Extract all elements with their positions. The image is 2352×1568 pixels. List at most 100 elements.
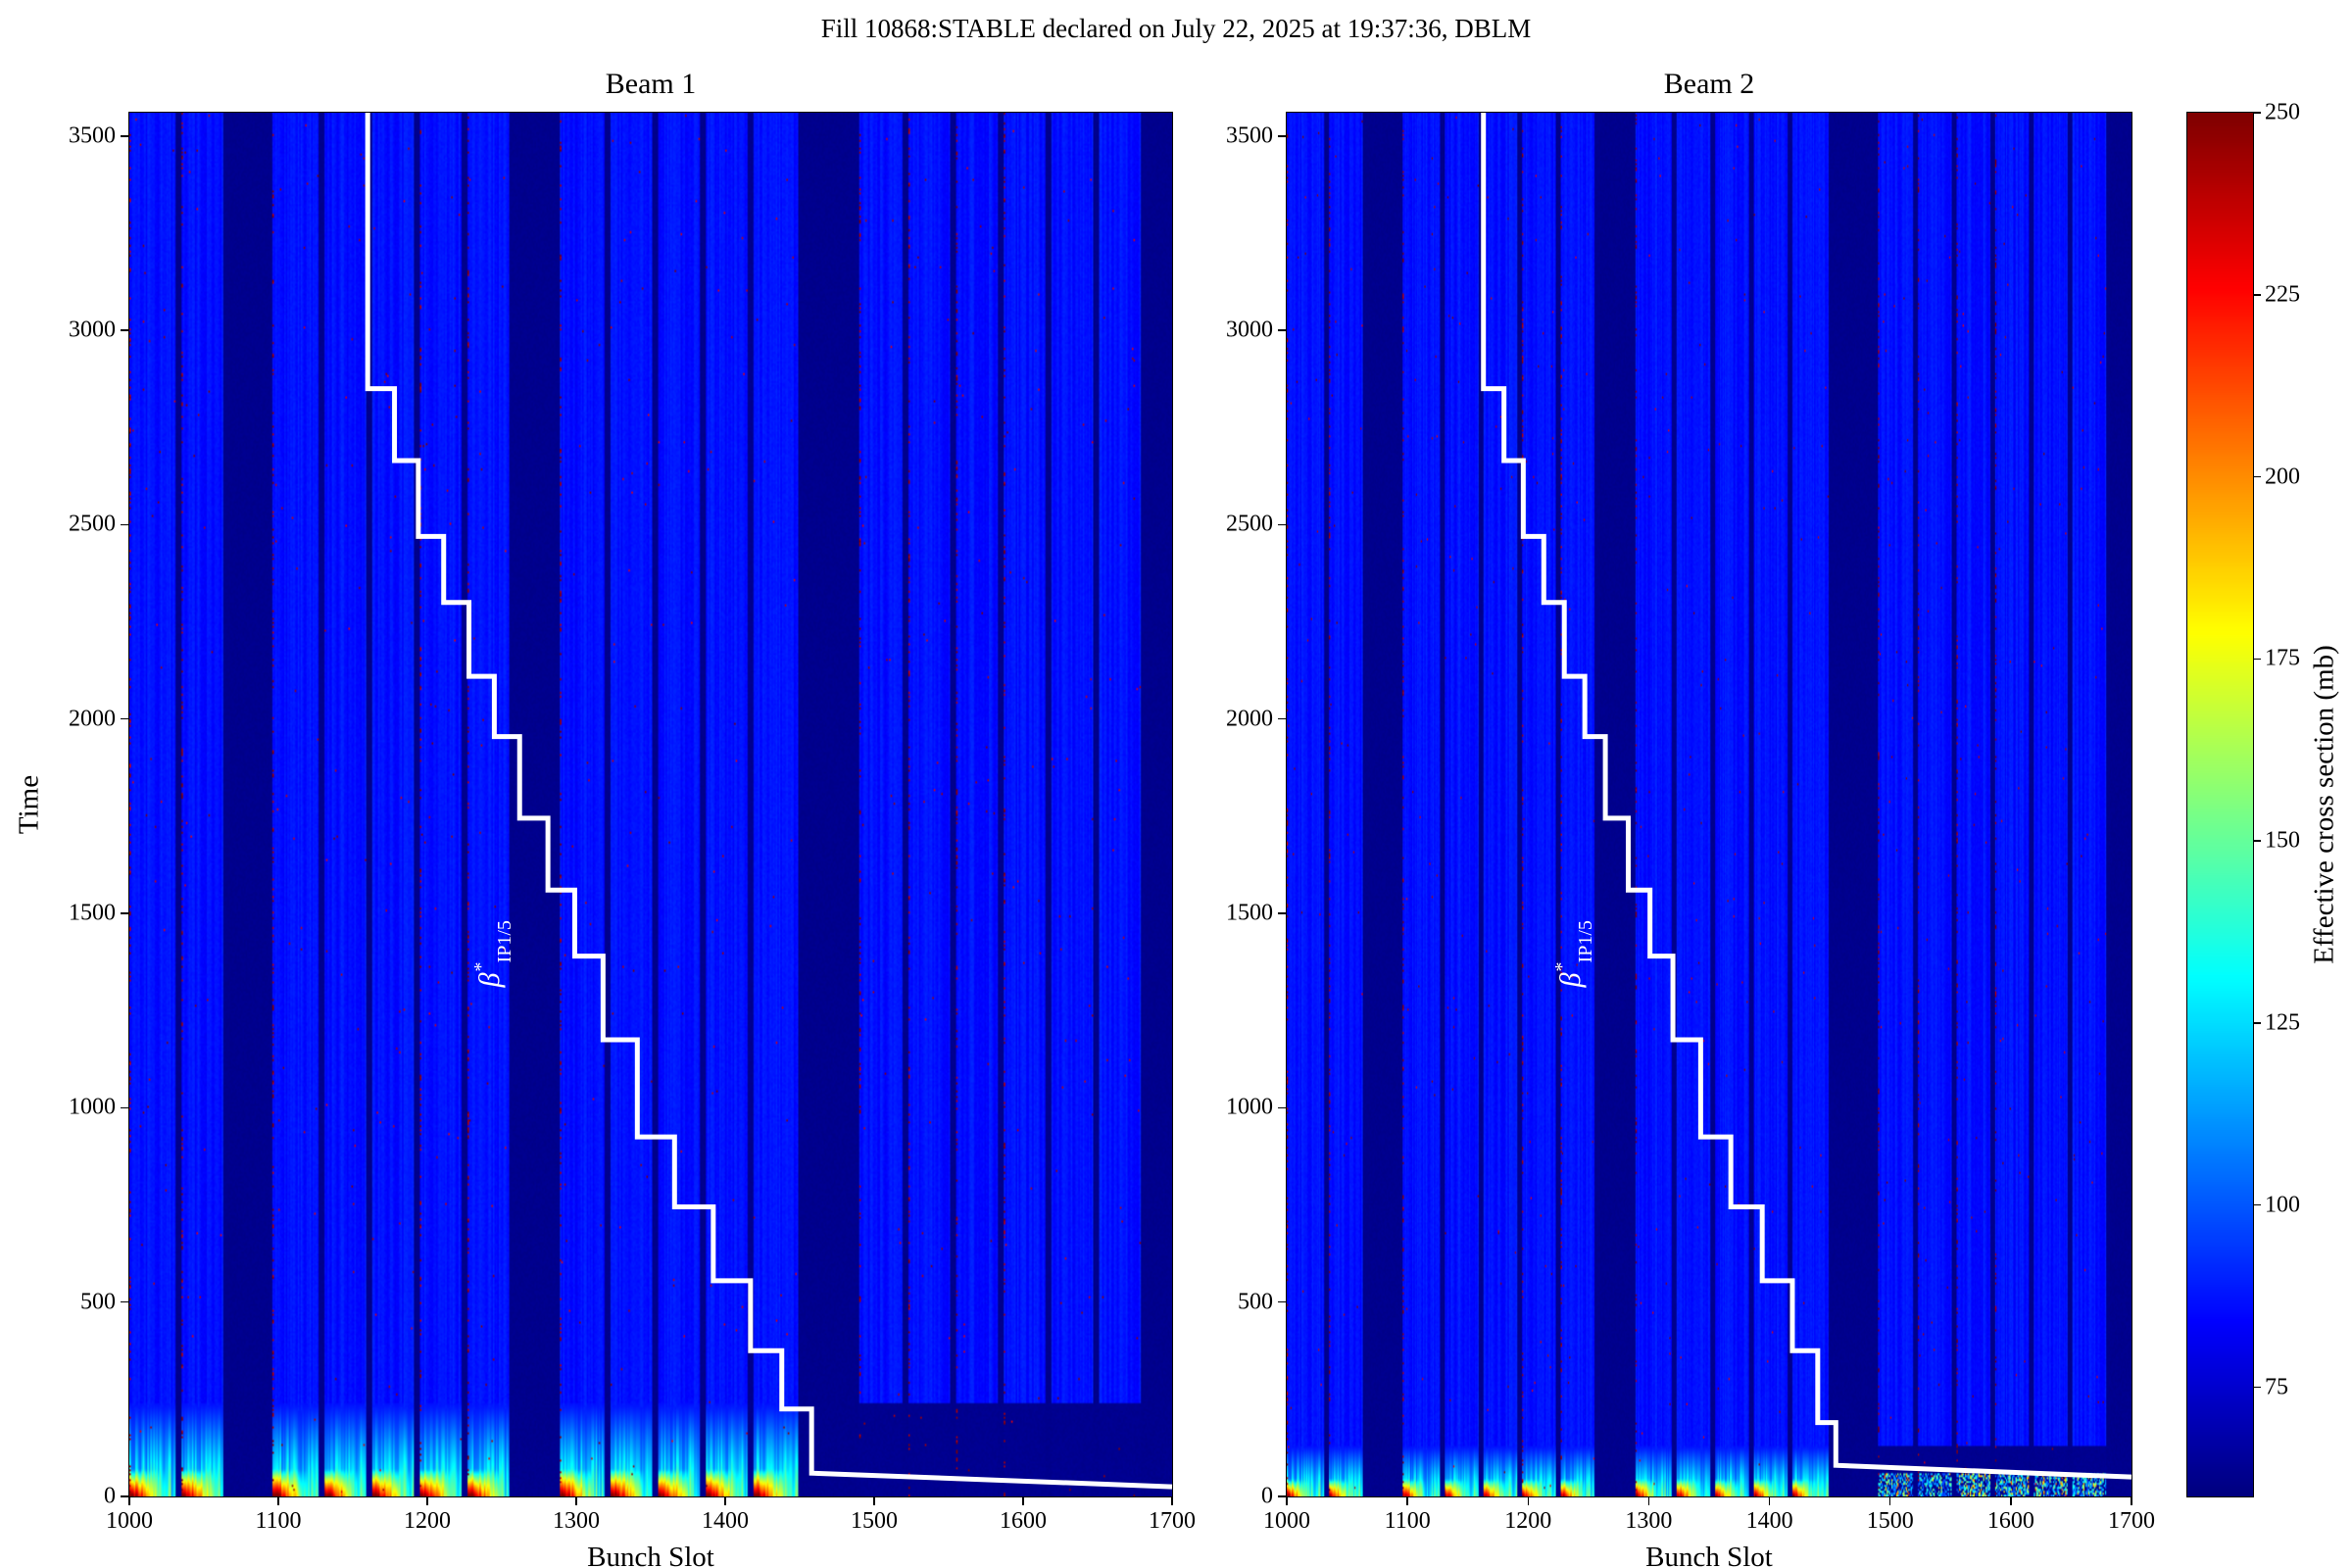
x-tick-mark <box>2131 1496 2132 1505</box>
y-tick-label: 1500 <box>69 900 116 926</box>
y-tick-mark <box>1278 717 1287 720</box>
beam2-heatmap <box>1287 113 2132 1496</box>
beam1-xlabel: Bunch Slot <box>587 1542 714 1568</box>
beta-star-step-line <box>1481 113 2132 1480</box>
x-tick-label: 1300 <box>553 1508 600 1534</box>
y-tick-label: 2500 <box>69 511 116 537</box>
beam2-title: Beam 2 <box>1663 68 1755 100</box>
beam2-xlabel: Bunch Slot <box>1645 1542 1773 1568</box>
y-tick-label: 2500 <box>1226 511 1273 537</box>
x-tick-label: 1000 <box>106 1508 153 1534</box>
y-tick-label: 3500 <box>69 122 116 149</box>
x-tick-mark <box>1286 1496 1288 1505</box>
colorbar-tick-mark <box>2253 658 2261 661</box>
y-tick-mark <box>121 1106 129 1109</box>
y-tick-label: 1000 <box>1226 1094 1273 1120</box>
colorbar: 75 100 125 150 175 200 225 250 <box>2186 100 2300 1497</box>
y-tick-mark <box>121 1300 129 1303</box>
y-tick-label: 3500 <box>1226 122 1273 149</box>
x-tick-mark <box>128 1496 130 1505</box>
beta-star-step-line <box>365 113 1173 1490</box>
y-tick-mark <box>121 135 129 137</box>
colorbar-tick-mark <box>2253 1386 2261 1389</box>
y-tick-mark <box>121 523 129 526</box>
beta-star-label: β*IP1/5 <box>1551 920 1596 988</box>
y-tick-label: 0 <box>1261 1483 1273 1509</box>
x-tick-mark <box>575 1496 577 1505</box>
colorbar-tick-mark <box>2253 475 2261 478</box>
x-tick-mark <box>277 1496 279 1505</box>
x-tick-label: 1600 <box>1986 1508 2034 1534</box>
x-tick-mark <box>1171 1496 1173 1505</box>
y-tick-mark <box>1278 523 1287 526</box>
y-tick-mark <box>1278 329 1287 331</box>
y-tick-label: 500 <box>1238 1289 1273 1315</box>
colorbar-tick-label: 250 <box>2265 99 2300 125</box>
y-tick-label: 1500 <box>1226 900 1273 926</box>
x-tick-label: 1100 <box>1384 1508 1431 1534</box>
x-tick-label: 1300 <box>1625 1508 1673 1534</box>
colorbar-tick-label: 175 <box>2265 645 2300 671</box>
y-tick-label: 0 <box>104 1483 116 1509</box>
y-tick-label: 2000 <box>1226 706 1273 732</box>
beam1-heatmap-panel: Beam 1 β*IP1/5 Bunch Slot 1000 1100 1200 13… <box>69 68 1196 1568</box>
colorbar-tick-label: 125 <box>2265 1009 2300 1036</box>
y-tick-mark <box>1278 1106 1287 1109</box>
y-tick-mark <box>1278 135 1287 137</box>
beta-star-label: β*IP1/5 <box>470 920 515 988</box>
x-tick-label: 1200 <box>1504 1508 1552 1534</box>
beam1-title: Beam 1 <box>605 68 697 100</box>
x-tick-label: 1400 <box>1745 1508 1793 1534</box>
y-tick-mark <box>121 717 129 720</box>
y-tick-mark <box>121 329 129 331</box>
time-axis-label: Time <box>13 774 45 835</box>
y-tick-mark <box>1278 912 1287 914</box>
colorbar-tick-mark <box>2253 1022 2261 1024</box>
y-tick-label: 500 <box>80 1289 116 1315</box>
x-tick-mark <box>1406 1496 1408 1505</box>
colorbar-tick-mark <box>2253 840 2261 842</box>
x-tick-label: 1200 <box>404 1508 451 1534</box>
x-tick-label: 1700 <box>2108 1508 2155 1534</box>
colorbar-tick-label: 75 <box>2265 1374 2288 1400</box>
colorbar-gradient <box>2187 113 2253 1496</box>
x-tick-mark <box>1888 1496 1891 1505</box>
beam2-heatmap-panel: Beam 2 β*IP1/5 Bunch Slot 1000 1100 1200 13… <box>1226 68 2155 1568</box>
figure-title: Fill 10868:STABLE declared on July 22, 2… <box>820 14 1532 43</box>
beam1-beta-star-overlay: β*IP1/5 <box>365 113 1173 1490</box>
y-tick-label: 3000 <box>69 317 116 343</box>
y-tick-label: 2000 <box>69 706 116 732</box>
x-tick-mark <box>426 1496 428 1505</box>
colorbar-tick-mark <box>2253 112 2261 114</box>
colorbar-tick-mark <box>2253 294 2261 296</box>
x-tick-mark <box>2010 1496 2012 1505</box>
x-tick-label: 1700 <box>1149 1508 1196 1534</box>
colorbar-tick-label: 150 <box>2265 827 2300 854</box>
y-tick-mark <box>1278 1495 1287 1497</box>
colorbar-tick-mark <box>2253 1203 2261 1206</box>
x-tick-label: 1500 <box>1866 1508 1914 1534</box>
x-tick-mark <box>1768 1496 1771 1505</box>
x-tick-mark <box>1647 1496 1650 1505</box>
y-tick-mark <box>1278 1300 1287 1303</box>
x-tick-mark <box>873 1496 875 1505</box>
colorbar-label: Effective cross section (mb) <box>2308 645 2340 964</box>
beam1-heatmap <box>129 113 1172 1496</box>
beam2-beta-star-overlay: β*IP1/5 <box>1481 113 2132 1480</box>
y-tick-mark <box>121 1495 129 1497</box>
colorbar-tick-label: 100 <box>2265 1192 2300 1218</box>
x-tick-label: 1400 <box>702 1508 749 1534</box>
x-tick-label: 1600 <box>1000 1508 1047 1534</box>
y-tick-mark <box>121 912 129 914</box>
colorbar-tick-label: 200 <box>2265 464 2300 490</box>
x-tick-label: 1000 <box>1263 1508 1310 1534</box>
colorbar-tick-label: 225 <box>2265 281 2300 308</box>
y-tick-label: 1000 <box>69 1094 116 1120</box>
y-tick-label: 3000 <box>1226 317 1273 343</box>
x-tick-mark <box>1022 1496 1024 1505</box>
x-tick-mark <box>724 1496 726 1505</box>
x-tick-label: 1100 <box>255 1508 302 1534</box>
x-tick-mark <box>1527 1496 1530 1505</box>
x-tick-label: 1500 <box>851 1508 898 1534</box>
